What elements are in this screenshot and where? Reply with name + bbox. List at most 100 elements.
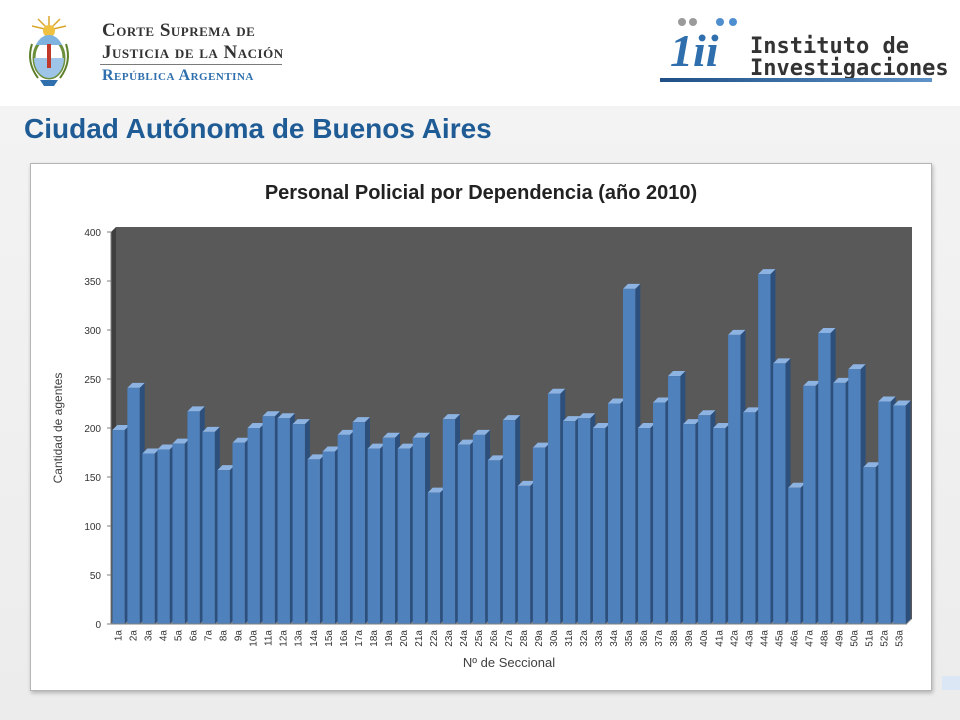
bar — [202, 426, 220, 624]
bar-front — [382, 437, 396, 624]
x-tick-label: 25a — [474, 630, 485, 647]
bar-top — [517, 480, 536, 486]
bar — [713, 423, 731, 624]
bar-top — [292, 419, 310, 425]
bar-front — [142, 453, 155, 624]
bar-top — [382, 432, 401, 438]
bar-top — [728, 329, 746, 335]
bar-top — [818, 327, 836, 333]
bar-front — [352, 422, 365, 624]
bar-top — [532, 442, 551, 448]
x-tick-label: 7a — [204, 630, 215, 642]
x-axis: 1a 2a 3a 4a 5a 6a 7a 8a 9a 10a 11a 12a 13a 14a 15a 16a 1… — [111, 623, 907, 647]
bar — [112, 424, 130, 624]
bar — [427, 487, 446, 624]
bar — [683, 419, 701, 624]
bar — [367, 443, 385, 624]
x-tick-label: 43a — [744, 630, 755, 647]
bar-top — [187, 406, 205, 412]
bar-top — [562, 416, 581, 422]
bar-front — [622, 288, 636, 624]
bar-top — [577, 413, 596, 419]
x-tick-label: 31a — [564, 630, 575, 647]
bar-front — [127, 387, 140, 624]
bar-front — [713, 428, 726, 624]
bar-top — [833, 377, 851, 383]
bar-top — [863, 462, 881, 468]
bar-top — [758, 269, 776, 275]
bar-series — [112, 269, 911, 624]
court-country-line: República Argentina — [102, 67, 254, 84]
bar — [592, 423, 611, 624]
x-tick-label: 30a — [549, 630, 560, 647]
bar-front — [172, 443, 185, 624]
x-tick-label: 26a — [489, 630, 500, 647]
bar — [382, 432, 401, 624]
x-tick-label: 4a — [159, 630, 170, 642]
y-tick-label: 0 — [95, 620, 101, 631]
bar — [472, 429, 491, 624]
bar-top — [502, 415, 521, 421]
bar — [502, 415, 521, 624]
bar-top — [172, 438, 190, 444]
bar-top — [277, 413, 295, 419]
bar — [638, 423, 656, 624]
bar-front — [457, 444, 471, 624]
x-tick-label: 39a — [684, 630, 695, 647]
bar-front — [427, 492, 441, 624]
bar — [577, 413, 596, 624]
bar-front — [848, 369, 861, 624]
bar — [532, 442, 551, 624]
bar-top — [743, 407, 761, 413]
bar-front — [472, 434, 486, 624]
bar-front — [803, 385, 816, 624]
court-name-line2: Justicia de la Nación — [102, 42, 284, 63]
x-tick-label: 38a — [669, 630, 680, 647]
bar-top — [217, 465, 235, 471]
bar-front — [863, 467, 876, 624]
bar-front — [818, 332, 831, 624]
bar — [442, 414, 461, 624]
x-tick-label: 41a — [714, 630, 725, 647]
bar — [622, 283, 641, 624]
institute-mark: 1ii — [670, 25, 719, 76]
bar-chart: Personal Policial por Dependencia (año 2… — [51, 182, 912, 670]
y-tick-label: 350 — [84, 277, 101, 288]
bar-top — [337, 429, 355, 435]
argentina-coat-of-arms-icon — [29, 16, 69, 86]
bar — [397, 443, 416, 624]
bar-top — [367, 443, 385, 449]
x-tick-label: 32a — [579, 630, 590, 647]
bar — [277, 413, 295, 624]
bar-front — [893, 405, 906, 624]
x-tick-label: 8a — [219, 630, 230, 642]
bar-front — [412, 437, 426, 624]
x-tick-label: 44a — [759, 630, 770, 647]
x-tick-label: 3a — [144, 630, 155, 642]
y-tick-label: 50 — [90, 571, 102, 582]
bar — [833, 377, 851, 624]
bar-front — [607, 403, 621, 624]
x-tick-label: 24a — [459, 630, 470, 647]
bar-top — [893, 400, 911, 406]
bar-top — [247, 423, 265, 428]
bar — [352, 417, 370, 624]
bar — [547, 388, 566, 624]
bar — [187, 406, 205, 624]
bar-front — [292, 424, 305, 624]
bar — [878, 396, 896, 624]
bar-front — [653, 402, 666, 624]
bar-front — [487, 460, 501, 624]
x-tick-label: 12a — [279, 630, 290, 647]
court-logo-divider — [100, 64, 282, 65]
bar-top — [668, 371, 686, 377]
chart-container: Personal Policial por Dependencia (año 2… — [30, 163, 932, 691]
x-tick-label: 10a — [249, 630, 260, 647]
bar-front — [112, 429, 125, 624]
y-tick-label: 250 — [84, 375, 101, 386]
bar-front — [157, 449, 170, 624]
bar-top — [352, 417, 370, 423]
x-tick-label: 49a — [834, 630, 845, 647]
x-tick-label: 21a — [414, 630, 425, 647]
bar-front — [698, 415, 711, 624]
